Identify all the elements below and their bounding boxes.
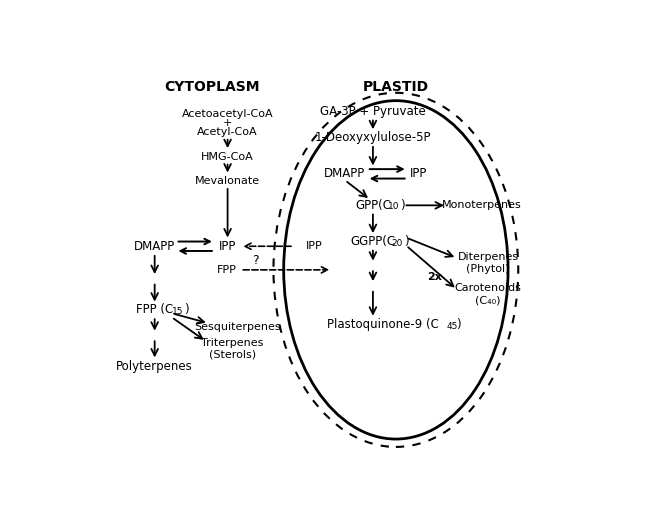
Text: 2x: 2x bbox=[426, 271, 442, 282]
Text: ): ) bbox=[404, 235, 409, 248]
Text: Carotenoids
(C₄₀): Carotenoids (C₄₀) bbox=[455, 284, 522, 305]
Text: Plastoquinone-9 (C: Plastoquinone-9 (C bbox=[327, 318, 439, 332]
Text: IPP: IPP bbox=[410, 167, 428, 180]
Text: Triterpenes
(Sterols): Triterpenes (Sterols) bbox=[201, 338, 264, 359]
Text: 20: 20 bbox=[392, 239, 403, 248]
Text: 1-Deoxyxylulose-5P: 1-Deoxyxylulose-5P bbox=[315, 131, 431, 144]
Text: Mevalonate: Mevalonate bbox=[195, 176, 260, 186]
Text: FPP (C: FPP (C bbox=[136, 304, 173, 316]
Text: Acetyl-CoA: Acetyl-CoA bbox=[197, 127, 258, 137]
Text: GA-3P + Pyruvate: GA-3P + Pyruvate bbox=[320, 105, 426, 118]
Text: GGPP(C: GGPP(C bbox=[350, 235, 395, 248]
Text: 15: 15 bbox=[172, 307, 184, 316]
Text: Acetoacetyl-CoA: Acetoacetyl-CoA bbox=[182, 109, 273, 120]
Text: ?: ? bbox=[252, 254, 259, 267]
Text: ): ) bbox=[184, 304, 189, 316]
Text: DMAPP: DMAPP bbox=[134, 240, 175, 253]
Text: 45: 45 bbox=[446, 322, 458, 331]
Text: ): ) bbox=[400, 199, 405, 212]
Text: GPP(C: GPP(C bbox=[355, 199, 391, 212]
Text: FPP: FPP bbox=[216, 265, 236, 275]
Text: +: + bbox=[223, 118, 232, 128]
Text: ): ) bbox=[456, 318, 461, 332]
Text: Diterpenes
(Phytol): Diterpenes (Phytol) bbox=[457, 252, 519, 273]
Text: 10: 10 bbox=[388, 202, 399, 212]
Text: CYTOPLASM: CYTOPLASM bbox=[164, 80, 260, 94]
Text: PLASTID: PLASTID bbox=[363, 80, 429, 94]
Text: IPP: IPP bbox=[306, 241, 322, 251]
Text: Sesquiterpenes: Sesquiterpenes bbox=[195, 321, 281, 332]
Text: DMAPP: DMAPP bbox=[324, 167, 365, 180]
Text: IPP: IPP bbox=[219, 240, 236, 253]
Text: Polyterpenes: Polyterpenes bbox=[116, 360, 193, 373]
Text: Monoterpenes: Monoterpenes bbox=[442, 200, 521, 211]
Text: HMG-CoA: HMG-CoA bbox=[201, 152, 254, 161]
